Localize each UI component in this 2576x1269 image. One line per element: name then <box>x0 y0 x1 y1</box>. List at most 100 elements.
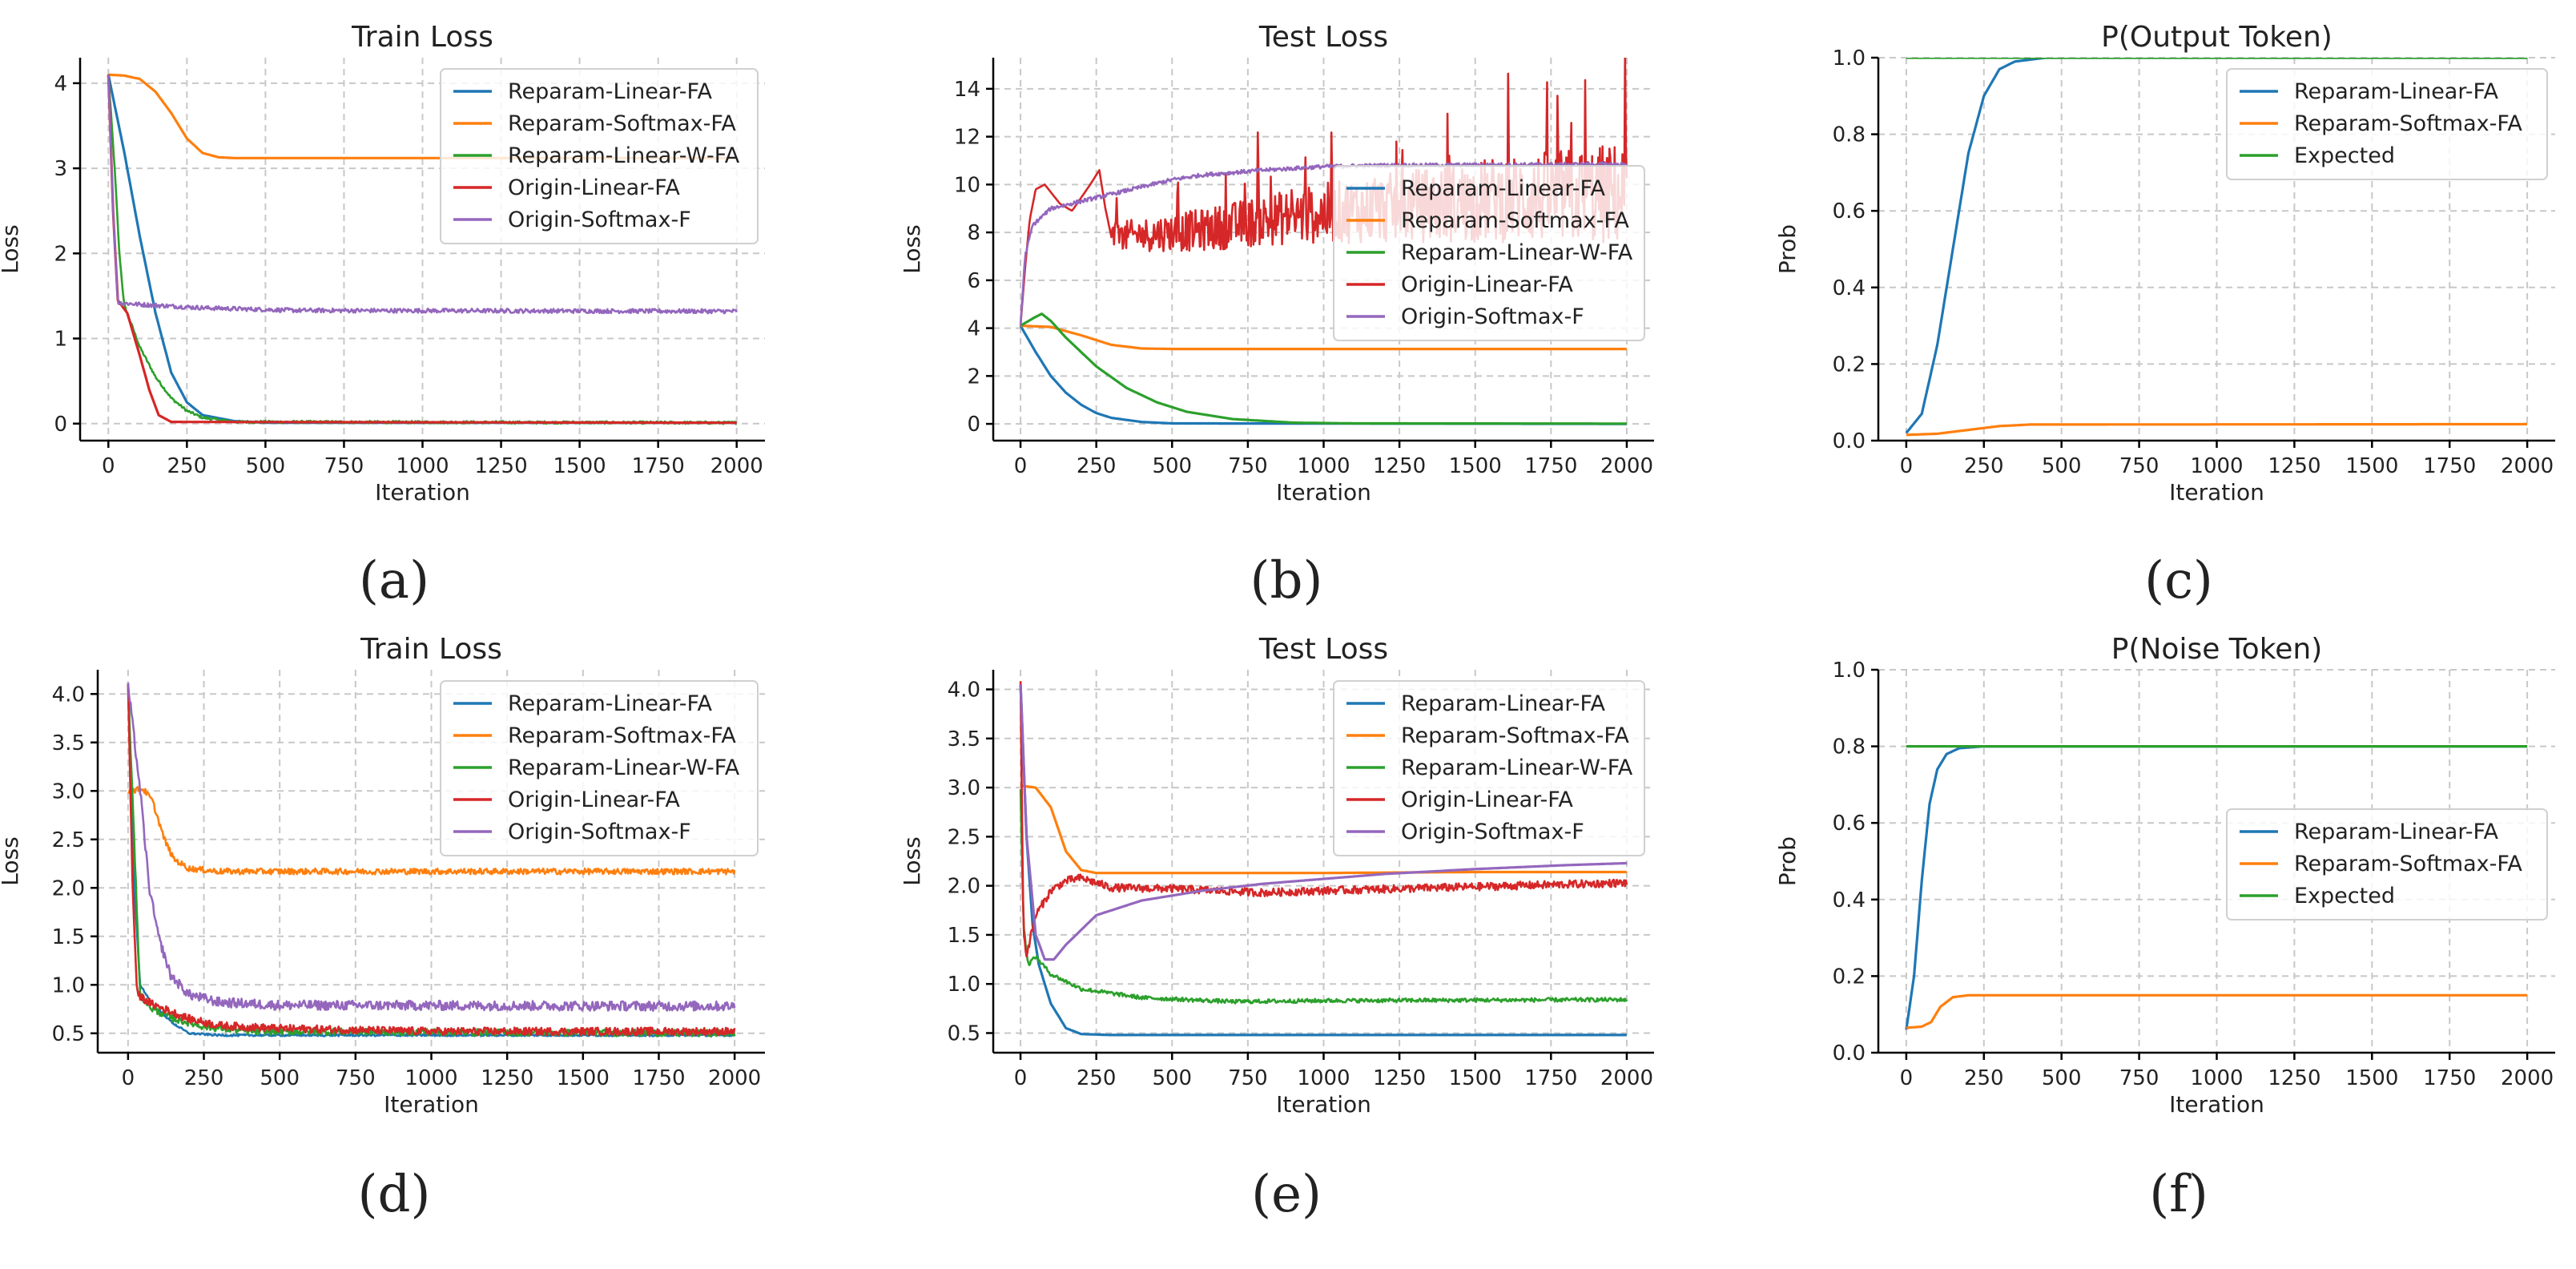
x-tick-label-b-2: 500 <box>1152 454 1192 478</box>
y-axis-label-d: Loss <box>0 836 23 885</box>
x-axis-label-f: Iteration <box>2169 1091 2264 1118</box>
x-tick-label-b-7: 1750 <box>1524 454 1577 478</box>
series-line-b-2 <box>1020 312 1627 425</box>
y-axis-label-b: Loss <box>899 224 925 273</box>
x-tick-label-e-8: 2000 <box>1600 1066 1653 1090</box>
chart-title-c: P(Output Token) <box>2101 21 2332 54</box>
x-tick-label-a-0: 0 <box>102 454 115 478</box>
x-tick-label-d-1: 250 <box>184 1066 224 1090</box>
y-tick-label-d-6: 3.5 <box>52 731 85 755</box>
x-tick-label-b-1: 250 <box>1077 454 1117 478</box>
series-line-e-2 <box>1019 789 1628 1005</box>
x-tick-label-c-2: 500 <box>2042 454 2082 478</box>
y-tick-label-c-0: 0.0 <box>1833 429 1866 453</box>
legend-label-a-3: Origin-Linear-FA <box>508 175 680 200</box>
y-tick-label-e-6: 3.5 <box>948 727 980 751</box>
x-tick-label-e-5: 1250 <box>1373 1066 1426 1090</box>
legend-box-a <box>440 68 759 244</box>
x-tick-label-d-6: 1500 <box>557 1066 610 1090</box>
legend-label-b-0: Reparam-Linear-FA <box>1401 176 1606 201</box>
series-line-c-0 <box>1905 58 2528 434</box>
series-line-d-4 <box>127 683 736 1012</box>
y-tick-label-a-1: 1 <box>54 328 67 352</box>
caption-c: (c) <box>2144 551 2213 610</box>
caption-d: (d) <box>358 1165 431 1224</box>
x-tick-label-e-3: 750 <box>1228 1066 1268 1090</box>
chart-title-e: Test Loss <box>1258 633 1388 666</box>
series-line-f-1 <box>1906 993 2528 1029</box>
chart-title-a: Train Loss <box>351 21 493 54</box>
y-tick-label-f-5: 1.0 <box>1833 659 1866 683</box>
y-tick-label-b-6: 12 <box>954 126 980 150</box>
legend-label-a-0: Reparam-Linear-FA <box>508 79 713 104</box>
y-tick-label-b-1: 2 <box>967 365 980 389</box>
chart-a: 0 250 500 750 1000 1250 1500 1750 2000 0 1 2 3 4 Train… <box>0 21 765 506</box>
legend-box-c <box>2226 68 2548 180</box>
series-line-b-1 <box>1020 324 1627 351</box>
legend-box-d <box>440 680 759 856</box>
x-tick-label-c-3: 750 <box>2119 454 2159 478</box>
x-axis-label-a: Iteration <box>375 479 470 506</box>
y-axis-label-c: Prob <box>1774 224 1801 274</box>
series-line-e-0 <box>1019 684 1627 1037</box>
legend-e: Reparam-Linear-FA Reparam-Softmax-FA Repar… <box>1333 680 1645 856</box>
legend-label-b-3: Origin-Linear-FA <box>1401 272 1573 297</box>
x-tick-label-e-0: 0 <box>1014 1066 1028 1090</box>
caption-e: (e) <box>1251 1165 1322 1224</box>
x-tick-label-f-6: 1500 <box>2345 1066 2398 1090</box>
chart-title-f: P(Noise Token) <box>2111 633 2323 666</box>
legend-label-e-1: Reparam-Softmax-FA <box>1401 723 1629 748</box>
legend-label-f-0: Reparam-Linear-FA <box>2294 820 2499 844</box>
y-tick-label-b-0: 0 <box>967 413 980 437</box>
legend-box-b <box>1333 165 1645 341</box>
legend-label-b-4: Origin-Softmax-F <box>1401 304 1584 329</box>
y-tick-label-b-3: 6 <box>967 269 980 293</box>
chart-f: 0 250 500 750 1000 1250 1500 1750 2000 0.0 0.2 0.4 0… <box>1774 633 2555 1118</box>
y-tick-label-e-4: 2.5 <box>948 825 980 849</box>
y-tick-label-a-2: 2 <box>54 242 67 266</box>
series-line-e-1 <box>1020 784 1627 875</box>
y-tick-label-f-1: 0.2 <box>1833 965 1866 989</box>
x-tick-label-e-7: 1750 <box>1524 1066 1577 1090</box>
x-tick-label-f-1: 250 <box>1964 1066 2004 1090</box>
chart-title-b: Test Loss <box>1258 21 1388 54</box>
x-tick-label-c-1: 250 <box>1964 454 2004 478</box>
x-tick-label-c-0: 0 <box>1900 454 1914 478</box>
x-tick-label-a-3: 750 <box>324 454 364 478</box>
y-tick-label-e-0: 0.5 <box>948 1021 980 1045</box>
series-line-e-4 <box>1019 684 1627 961</box>
y-tick-label-d-4: 2.5 <box>52 828 85 852</box>
x-tick-label-c-6: 1500 <box>2345 454 2398 478</box>
x-tick-label-e-6: 1500 <box>1449 1066 1502 1090</box>
x-tick-label-d-3: 750 <box>336 1066 376 1090</box>
x-tick-label-b-4: 1000 <box>1297 454 1350 478</box>
legend-label-d-4: Origin-Softmax-F <box>508 820 691 844</box>
y-tick-label-c-4: 0.8 <box>1833 123 1866 147</box>
x-tick-label-a-7: 1750 <box>632 454 685 478</box>
legend-box-e <box>1333 680 1645 856</box>
x-tick-label-e-1: 250 <box>1077 1066 1117 1090</box>
legend-f: Reparam-Linear-FA Reparam-Softmax-FA Expec… <box>2226 808 2548 921</box>
y-tick-label-b-5: 10 <box>954 173 980 197</box>
legend-label-c-1: Reparam-Softmax-FA <box>2294 111 2522 136</box>
x-tick-label-b-6: 1500 <box>1449 454 1502 478</box>
legend-d: Reparam-Linear-FA Reparam-Softmax-FA Repar… <box>440 680 759 856</box>
legend-label-d-2: Reparam-Linear-W-FA <box>508 755 740 780</box>
legend-label-f-2: Expected <box>2294 884 2395 908</box>
x-tick-label-b-0: 0 <box>1014 454 1028 478</box>
y-tick-label-a-0: 0 <box>54 413 67 437</box>
series-line-a-3 <box>107 75 737 425</box>
legend-label-b-1: Reparam-Softmax-FA <box>1401 208 1629 233</box>
legend-label-c-0: Reparam-Linear-FA <box>2294 79 2499 104</box>
x-tick-label-d-7: 1750 <box>632 1066 685 1090</box>
x-tick-label-c-8: 2000 <box>2501 454 2554 478</box>
y-tick-label-a-3: 3 <box>54 157 67 181</box>
x-tick-label-b-8: 2000 <box>1600 454 1653 478</box>
x-axis-label-c: Iteration <box>2169 479 2264 506</box>
x-axis-label-e: Iteration <box>1276 1091 1371 1118</box>
legend-label-f-1: Reparam-Softmax-FA <box>2294 852 2522 876</box>
y-tick-label-e-1: 1.0 <box>948 973 980 997</box>
y-tick-label-c-1: 0.2 <box>1833 352 1866 377</box>
legend-label-d-3: Origin-Linear-FA <box>508 788 680 812</box>
y-tick-label-d-0: 0.5 <box>52 1022 85 1046</box>
